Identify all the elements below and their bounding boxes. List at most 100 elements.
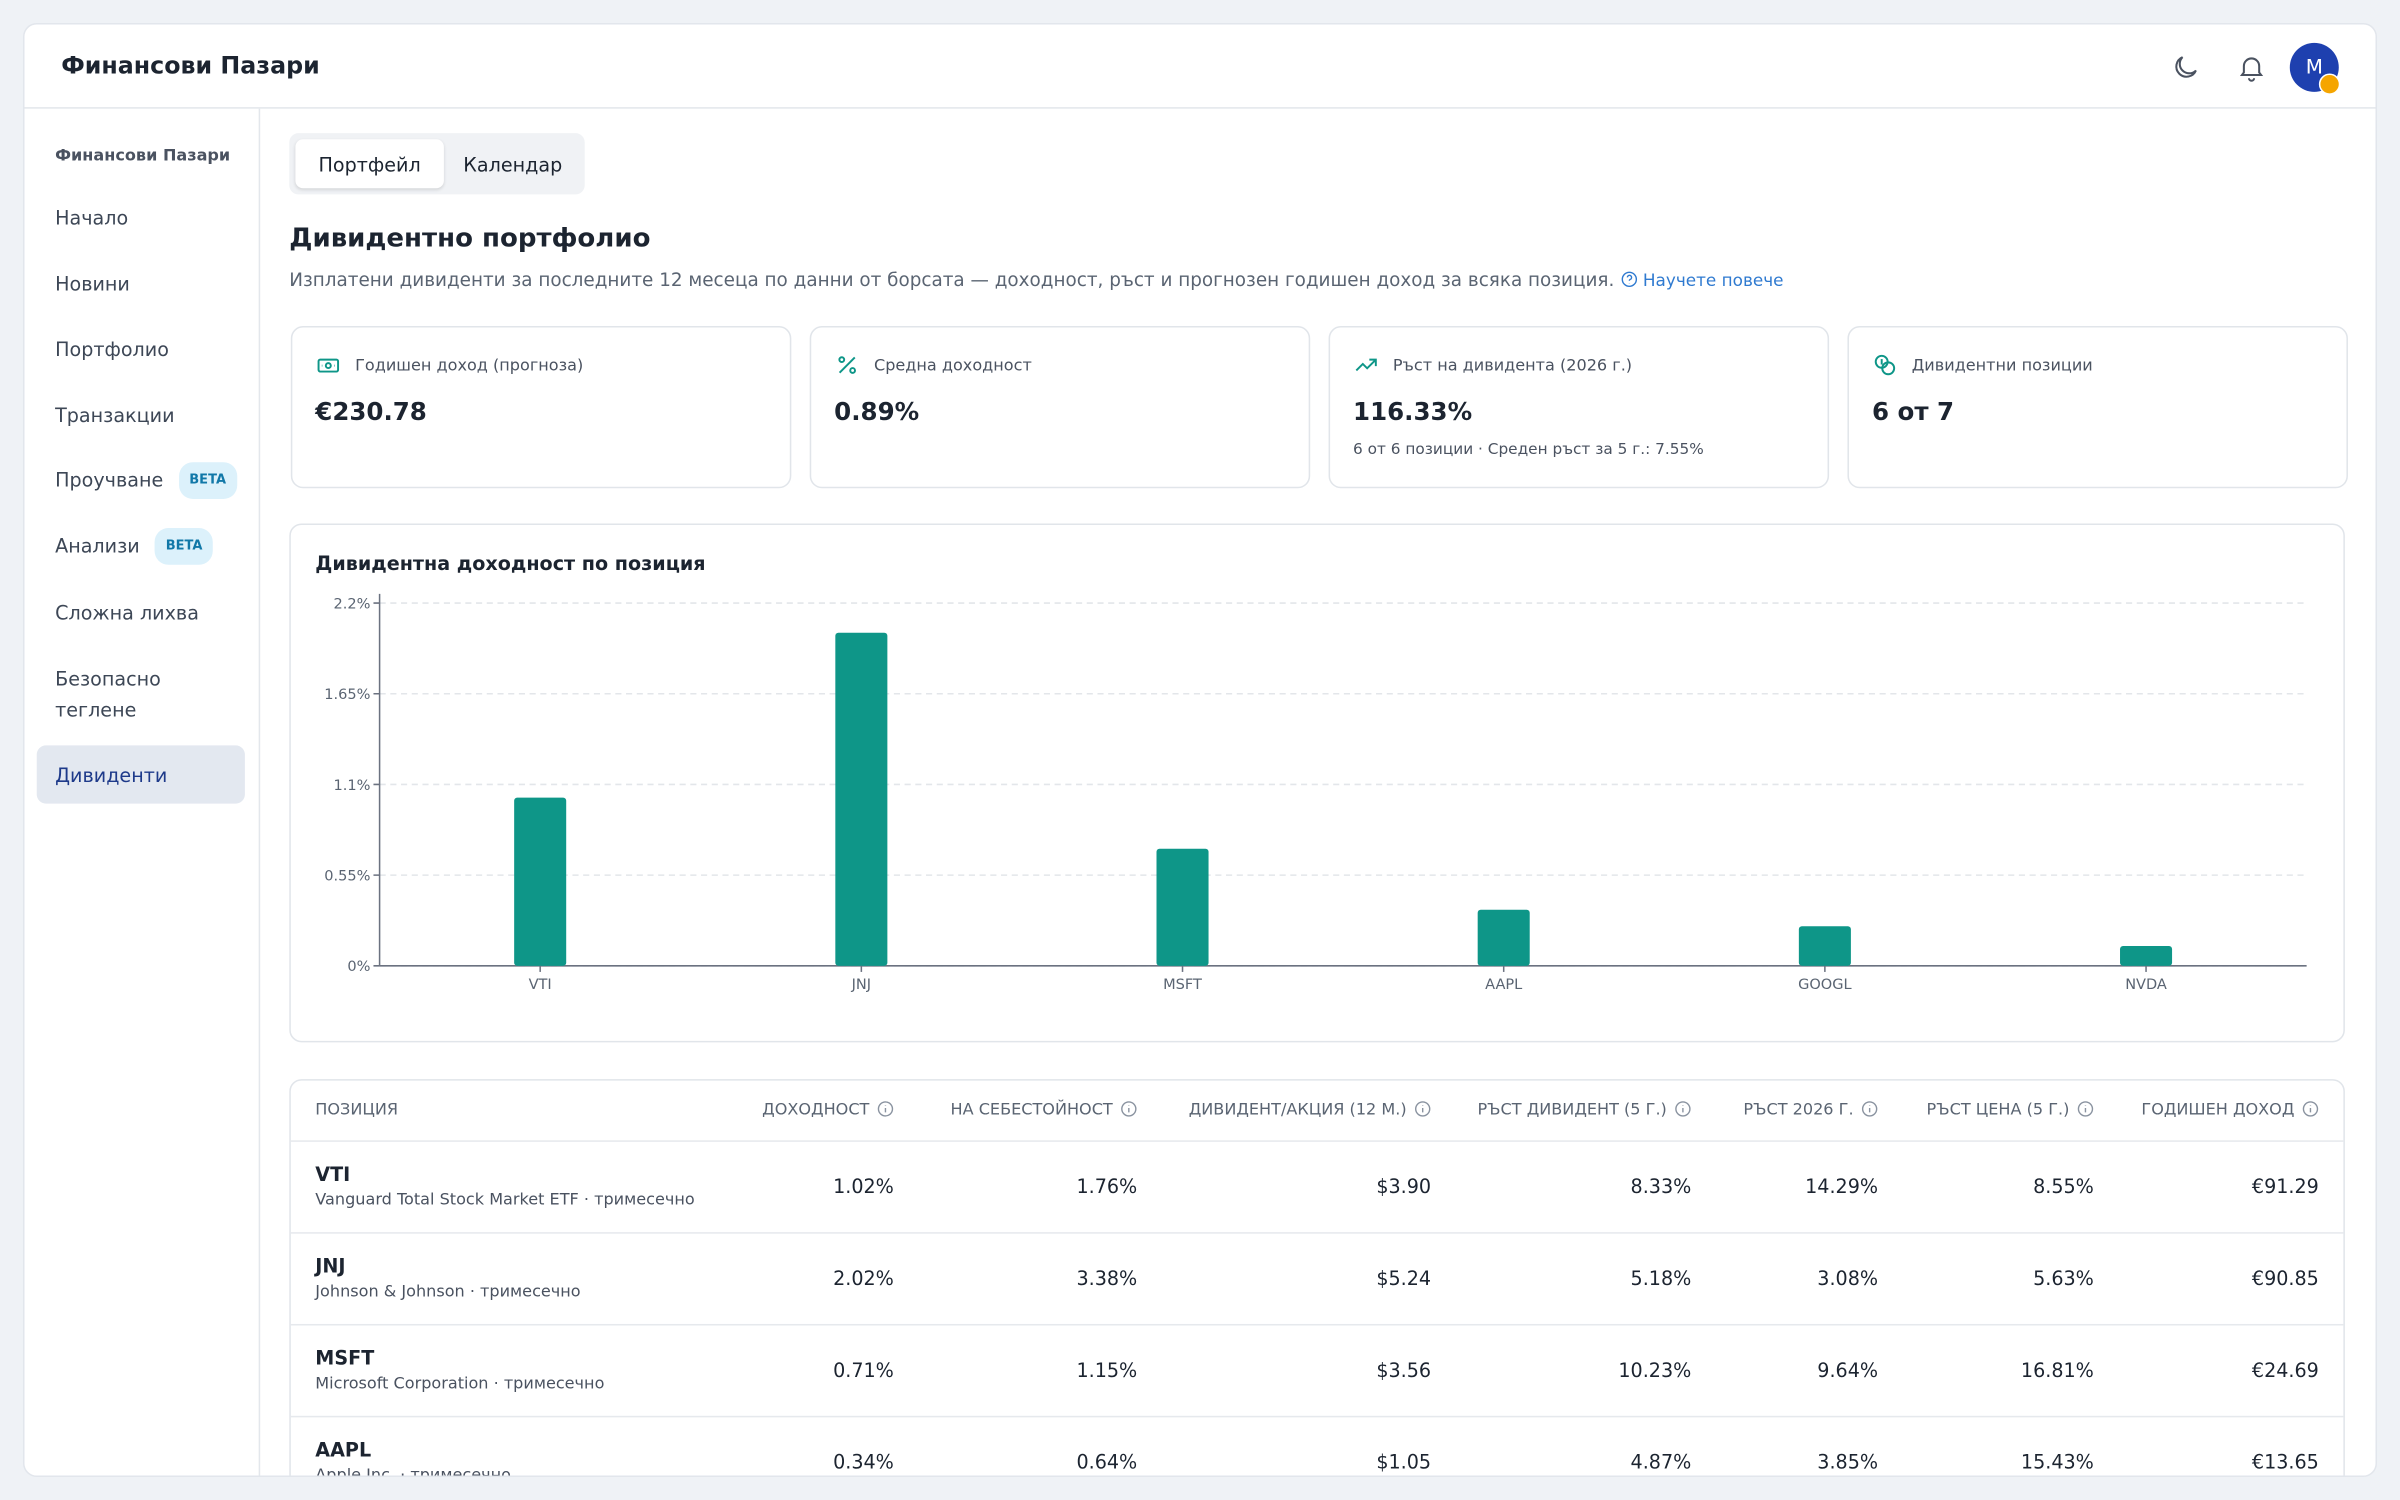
x-tick-label: VTI xyxy=(529,977,552,993)
nav-label: Безопасно теглене xyxy=(55,667,161,721)
cell-value: €91.29 xyxy=(2251,1174,2319,1198)
nav-label: Анализи xyxy=(55,534,140,558)
cell-value: 9.64% xyxy=(1817,1358,1879,1382)
info-icon[interactable] xyxy=(1120,1101,1137,1118)
cell-value: 1.02% xyxy=(833,1174,894,1198)
nav-item[interactable]: Сложна лихва xyxy=(55,597,199,628)
tab[interactable]: Календар xyxy=(463,152,563,176)
nav-item[interactable]: Транзакции xyxy=(55,399,174,430)
x-tick-label: MSFT xyxy=(1163,977,1202,993)
nav-label: Дивиденти xyxy=(55,762,168,786)
theme-toggle[interactable] xyxy=(2170,52,2201,83)
cell-value: $3.90 xyxy=(1376,1174,1432,1198)
ticker: VTI xyxy=(315,1162,351,1186)
row-divider xyxy=(290,1232,2344,1234)
info-icon[interactable] xyxy=(877,1101,894,1118)
x-tick-label: JNJ xyxy=(851,977,871,993)
chart-card: Дивидентна доходност по позиция 0% 0.55% 1… xyxy=(289,523,2345,1043)
learn-more-link[interactable]: Научете повече xyxy=(1642,270,1784,291)
nav-item[interactable]: Анализи BETA xyxy=(55,528,214,565)
cell-value: $3.56 xyxy=(1376,1358,1432,1382)
card-value: 0.89% xyxy=(834,397,920,427)
cell-value: 4.87% xyxy=(1630,1450,1692,1474)
beta-badge: BETA xyxy=(155,528,214,565)
cell-value: €13.65 xyxy=(2251,1450,2319,1474)
nav-item[interactable]: Безопасно теглене xyxy=(55,664,208,725)
bar xyxy=(514,797,567,966)
row-divider xyxy=(290,1140,2344,1142)
tabs: Портфейл Календар xyxy=(289,133,585,195)
card-label: Средна доходност xyxy=(873,356,1032,375)
info-icon[interactable] xyxy=(1861,1101,1878,1118)
stat-card: Ръст на дивидента (2026 г.) 116.33% 6 от 6… xyxy=(1328,326,1830,489)
y-tick-label: 2.2% xyxy=(333,596,370,612)
card-icon xyxy=(1874,354,1896,376)
cell-value: 5.63% xyxy=(2033,1266,2094,1290)
avatar[interactable]: M xyxy=(2289,42,2339,92)
holding-name: Microsoft Corporation · тримесечно xyxy=(315,1374,605,1393)
column-header: ПОЗИЦИЯ xyxy=(315,1100,399,1119)
cell-value: 0.64% xyxy=(1076,1450,1138,1474)
nav-label: Новини xyxy=(55,271,130,295)
card-label: Дивидентни позиции xyxy=(1911,356,2093,375)
nav-item[interactable]: Новини xyxy=(55,267,130,298)
bar xyxy=(835,632,888,966)
card-value: 116.33% xyxy=(1353,397,1473,427)
nav-item[interactable]: Дивиденти xyxy=(55,759,167,790)
notifications[interactable] xyxy=(2236,52,2267,83)
info-icon[interactable] xyxy=(2302,1101,2319,1118)
column-header: ДОХОДНОСТ xyxy=(762,1100,870,1119)
holding-name: Vanguard Total Stock Market ETF · тримес… xyxy=(315,1190,695,1210)
nav-item[interactable]: Проучване BETA xyxy=(55,462,237,499)
card-label: Ръст на дивидента (2026 г.) xyxy=(1392,356,1633,375)
x-tick-label: GOOGL xyxy=(1798,977,1852,993)
cell-value: $5.24 xyxy=(1376,1266,1432,1290)
holding-name: Johnson & Johnson · тримесечно xyxy=(315,1282,581,1302)
cell-value: 3.38% xyxy=(1076,1266,1138,1290)
card-label: Годишен доход (прогноза) xyxy=(355,356,584,375)
nav-label: Транзакции xyxy=(55,402,175,426)
chart-title: Дивидентна доходност по позиция xyxy=(315,551,706,575)
cell-value: 3.08% xyxy=(1817,1266,1879,1290)
avatar-badge xyxy=(2318,73,2341,95)
y-tick-label: 0.55% xyxy=(324,868,370,884)
row-divider xyxy=(290,1415,2344,1418)
nav-label: Начало xyxy=(55,205,129,229)
bar xyxy=(1156,848,1209,966)
tab[interactable]: Портфейл xyxy=(295,139,444,189)
y-tick-label: 1.65% xyxy=(324,687,370,703)
cell-value: 0.34% xyxy=(833,1450,894,1474)
cell-value: 10.23% xyxy=(1618,1358,1692,1382)
info-icon[interactable] xyxy=(2077,1101,2094,1118)
cell-value: 0.71% xyxy=(833,1358,894,1382)
stat-card: Годишен доход (прогноза) €230.78 xyxy=(290,326,792,489)
nav-label: Проучване xyxy=(55,468,164,492)
cell-value: $1.05 xyxy=(1376,1450,1432,1474)
cell-value: 3.85% xyxy=(1817,1450,1879,1474)
ticker: JNJ xyxy=(315,1254,346,1278)
column-header: ДИВИДЕНТ/АКЦИЯ (12 М.) xyxy=(1188,1100,1407,1119)
cell-value: 5.18% xyxy=(1630,1266,1692,1290)
window: Финансови Пазари M Финансови Пазари Нача… xyxy=(24,24,2376,1476)
holdings-table: ПОЗИЦИЯ ДОХОДНОСТ НА СЕБЕСТОЙНОСТ ДИВИДЕНТ/… xyxy=(289,1079,2345,1476)
card-value: €230.78 xyxy=(315,397,427,427)
column-header: НА СЕБЕСТОЙНОСТ xyxy=(950,1100,1113,1119)
info-icon[interactable] xyxy=(1414,1101,1431,1118)
x-tick-label: AAPL xyxy=(1485,977,1523,993)
help-icon xyxy=(1620,271,1637,288)
bar xyxy=(1798,926,1851,966)
bar-chart: 0% 0.55% 1.1% 1.65% 2.2% VTI JNJ MSFT AAPL GOOGL N… xyxy=(324,593,2307,993)
cell-value: 2.02% xyxy=(833,1266,894,1290)
nav-item[interactable]: Начало xyxy=(55,202,128,233)
cell-value: 16.81% xyxy=(2020,1358,2094,1382)
sidebar: Финансови Пазари Начало Новини Портфолио Тр… xyxy=(24,108,261,1476)
cell-value: 1.76% xyxy=(1076,1174,1138,1198)
column-header: РЪСТ 2026 Г. xyxy=(1743,1100,1854,1119)
bar xyxy=(2120,946,2173,966)
cell-value: 8.55% xyxy=(2033,1174,2094,1198)
bar xyxy=(1477,909,1530,966)
info-icon[interactable] xyxy=(1674,1101,1691,1118)
nav-item[interactable]: Портфолио xyxy=(55,333,169,364)
